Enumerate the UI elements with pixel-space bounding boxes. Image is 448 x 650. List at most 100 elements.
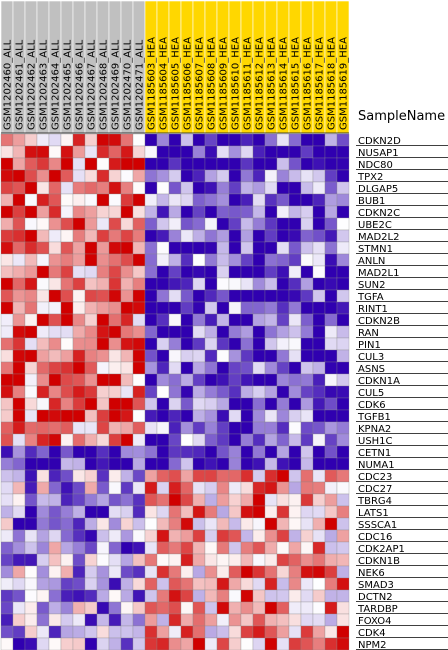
heatmap-cell (216, 289, 230, 303)
heatmap-cell (168, 193, 182, 207)
heatmap-cell (36, 577, 50, 591)
heatmap-cell (156, 505, 170, 519)
heatmap-cell (36, 301, 50, 315)
heatmap-cell (72, 409, 86, 423)
heatmap-cell (96, 205, 110, 219)
heatmap-cell (0, 289, 14, 303)
heatmap-cell (240, 193, 254, 207)
heatmap-cell (180, 373, 194, 387)
heatmap-cell (144, 349, 158, 363)
heatmap-cell (216, 277, 230, 291)
heatmap-cell (276, 637, 290, 650)
column-label: GSM1185619_HEA (339, 37, 350, 130)
heatmap-cell (264, 349, 278, 363)
column-label: GSM1185604_HEA (159, 37, 170, 130)
heatmap-cell (60, 397, 74, 411)
heatmap-cell (132, 457, 146, 471)
heatmap-cell (12, 313, 26, 327)
heatmap-cell (228, 313, 242, 327)
heatmap-cell (12, 529, 26, 543)
heatmap-cell (264, 433, 278, 447)
heatmap-cell (60, 349, 74, 363)
heatmap-cell (84, 409, 98, 423)
heatmap-cell (264, 385, 278, 399)
heatmap-cell (180, 289, 194, 303)
heatmap-cell (36, 145, 50, 159)
heatmap-cell (204, 277, 218, 291)
heatmap-cell (0, 517, 14, 531)
heatmap-cell (216, 157, 230, 171)
heatmap-cell (0, 205, 14, 219)
heatmap-cell (240, 229, 254, 243)
heatmap-cell (144, 205, 158, 219)
heatmap-cell (252, 541, 266, 555)
heatmap-cell (252, 625, 266, 639)
heatmap-cell (120, 553, 134, 567)
heatmap-cell (204, 325, 218, 339)
heatmap-cell (96, 325, 110, 339)
heatmap-cell (192, 193, 206, 207)
heatmap-cell (324, 469, 338, 483)
heatmap-cell (252, 133, 266, 147)
row-label: CDKN2D (358, 136, 401, 147)
heatmap-cell (192, 253, 206, 267)
heatmap-cell (84, 157, 98, 171)
heatmap-cell (36, 265, 50, 279)
heatmap-cell (96, 265, 110, 279)
heatmap-cell (192, 157, 206, 171)
row-label: NUSAP1 (358, 148, 399, 159)
heatmap-cell (180, 229, 194, 243)
heatmap-cell (24, 205, 38, 219)
heatmap-cell (204, 169, 218, 183)
heatmap-cell (300, 457, 314, 471)
heatmap-cell (156, 421, 170, 435)
heatmap-cell (336, 589, 350, 603)
heatmap-cell (108, 625, 122, 639)
heatmap-cell (216, 265, 230, 279)
heatmap-cell (276, 385, 290, 399)
heatmap-cell (36, 229, 50, 243)
column-label: GSM1202460_ALL (3, 39, 14, 130)
heatmap-cell (276, 457, 290, 471)
heatmap-cell (240, 481, 254, 495)
heatmap-cell (36, 325, 50, 339)
heatmap-cell (108, 589, 122, 603)
heatmap-cell (60, 517, 74, 531)
heatmap-cell (60, 265, 74, 279)
heatmap-cell (312, 325, 326, 339)
heatmap-cell (216, 529, 230, 543)
heatmap-cell (252, 181, 266, 195)
heatmap-cell (0, 385, 14, 399)
heatmap-cell (228, 385, 242, 399)
heatmap-cell (252, 265, 266, 279)
heatmap-cell (24, 169, 38, 183)
heatmap-cell (204, 505, 218, 519)
heatmap-cell (168, 565, 182, 579)
heatmap-cell (108, 481, 122, 495)
heatmap-cell (300, 577, 314, 591)
heatmap-cell (324, 613, 338, 627)
heatmap-cell (264, 289, 278, 303)
heatmap-cell (144, 145, 158, 159)
heatmap-cell (156, 313, 170, 327)
heatmap-cell (60, 589, 74, 603)
heatmap-cell (300, 301, 314, 315)
heatmap-cell (36, 445, 50, 459)
heatmap-cell (60, 505, 74, 519)
heatmap-cell (48, 349, 62, 363)
heatmap-cell (180, 565, 194, 579)
heatmap-cell (336, 361, 350, 375)
row-label: NEK6 (358, 568, 385, 579)
heatmap-cell (192, 349, 206, 363)
heatmap-cell (36, 133, 50, 147)
heatmap-cell (288, 577, 302, 591)
heatmap-cell (24, 385, 38, 399)
heatmap-cell (264, 325, 278, 339)
heatmap-cell (240, 169, 254, 183)
heatmap-cell (228, 493, 242, 507)
heatmap-cell (60, 481, 74, 495)
heatmap-cell (24, 181, 38, 195)
heatmap-cell (120, 385, 134, 399)
heatmap-cell (120, 433, 134, 447)
heatmap-cell (264, 181, 278, 195)
